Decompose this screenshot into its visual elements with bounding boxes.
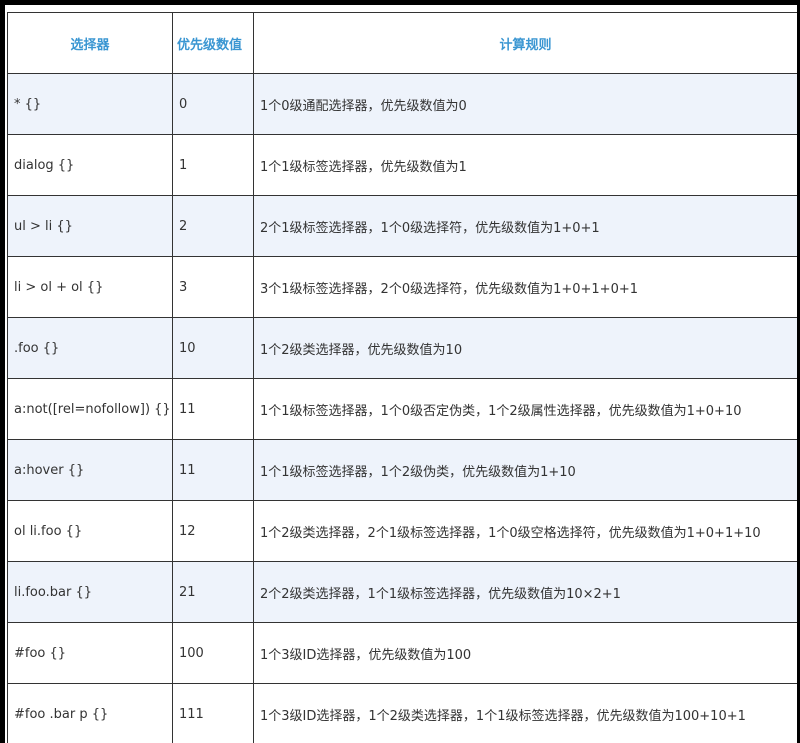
selector-cell: dialog {} [7, 134, 173, 196]
header-selector: 选择器 [7, 12, 173, 74]
selector-cell: #foo {} [7, 622, 173, 684]
rule-cell: 1个0级通配选择器，优先级数值为0 [253, 73, 797, 135]
value-cell: 1 [172, 134, 254, 196]
value-cell: 0 [172, 73, 254, 135]
rule-cell: 1个1级标签选择器，1个0级否定伪类，1个2级属性选择器，优先级数值为1+0+1… [253, 378, 797, 440]
header-value: 优先级数值 [172, 12, 254, 74]
value-cell: 12 [172, 500, 254, 562]
selector-cell: #foo .bar p {} [7, 683, 173, 743]
value-cell: 11 [172, 378, 254, 440]
table-row: li.foo.bar {} 21 2个2级类选择器，1个1级标签选择器，优先级数值为… [7, 561, 797, 623]
selector-cell: a:hover {} [7, 439, 173, 501]
table-row: li > ol + ol {} 3 3个1级标签选择器，2个0级选择符，优先级数值为… [7, 256, 797, 318]
specificity-table: 选择器 优先级数值 计算规则 * {} 0 1个0级通配选择器，优先级数值为0 dia… [7, 12, 797, 743]
table-row: #foo .bar p {} 111 1个3级ID选择器，1个2级类选择器，1个1级… [7, 683, 797, 743]
rule-cell: 1个2级类选择器，2个1级标签选择器，1个0级空格选择符，优先级数值为1+0+1… [253, 500, 797, 562]
selector-cell: li.foo.bar {} [7, 561, 173, 623]
selector-cell: .foo {} [7, 317, 173, 379]
table-row: * {} 0 1个0级通配选择器，优先级数值为0 [7, 73, 797, 135]
table-row: ul > li {} 2 2个1级标签选择器，1个0级选择符，优先级数值为1+0+1 [7, 195, 797, 257]
rule-cell: 1个3级ID选择器，1个2级类选择器，1个1级标签选择器，优先级数值为100+1… [253, 683, 797, 743]
rule-cell: 3个1级标签选择器，2个0级选择符，优先级数值为1+0+1+0+1 [253, 256, 797, 318]
value-cell: 21 [172, 561, 254, 623]
document-page: 选择器 优先级数值 计算规则 * {} 0 1个0级通配选择器，优先级数值为0 dia… [5, 5, 797, 743]
value-cell: 10 [172, 317, 254, 379]
selector-cell: li > ol + ol {} [7, 256, 173, 318]
value-cell: 2 [172, 195, 254, 257]
value-cell: 111 [172, 683, 254, 743]
selector-cell: * {} [7, 73, 173, 135]
table-row: a:not([rel=nofollow]) {} 11 1个1级标签选择器，1个0级… [7, 378, 797, 440]
header-rule: 计算规则 [253, 12, 797, 74]
table-row: .foo {} 10 1个2级类选择器，优先级数值为10 [7, 317, 797, 379]
table-row: #foo {} 100 1个3级ID选择器，优先级数值为100 [7, 622, 797, 684]
rule-cell: 1个3级ID选择器，优先级数值为100 [253, 622, 797, 684]
value-cell: 11 [172, 439, 254, 501]
table-row: a:hover {} 11 1个1级标签选择器，1个2级伪类，优先级数值为1+10 [7, 439, 797, 501]
table-header-row: 选择器 优先级数值 计算规则 [7, 12, 797, 74]
selector-cell: ul > li {} [7, 195, 173, 257]
rule-cell: 1个1级标签选择器，优先级数值为1 [253, 134, 797, 196]
value-cell: 100 [172, 622, 254, 684]
rule-cell: 2个1级标签选择器，1个0级选择符，优先级数值为1+0+1 [253, 195, 797, 257]
selector-cell: a:not([rel=nofollow]) {} [7, 378, 173, 440]
rule-cell: 1个2级类选择器，优先级数值为10 [253, 317, 797, 379]
table-row: dialog {} 1 1个1级标签选择器，优先级数值为1 [7, 134, 797, 196]
selector-cell: ol li.foo {} [7, 500, 173, 562]
table-row: ol li.foo {} 12 1个2级类选择器，2个1级标签选择器，1个0级空格选… [7, 500, 797, 562]
rule-cell: 1个1级标签选择器，1个2级伪类，优先级数值为1+10 [253, 439, 797, 501]
value-cell: 3 [172, 256, 254, 318]
rule-cell: 2个2级类选择器，1个1级标签选择器，优先级数值为10×2+1 [253, 561, 797, 623]
